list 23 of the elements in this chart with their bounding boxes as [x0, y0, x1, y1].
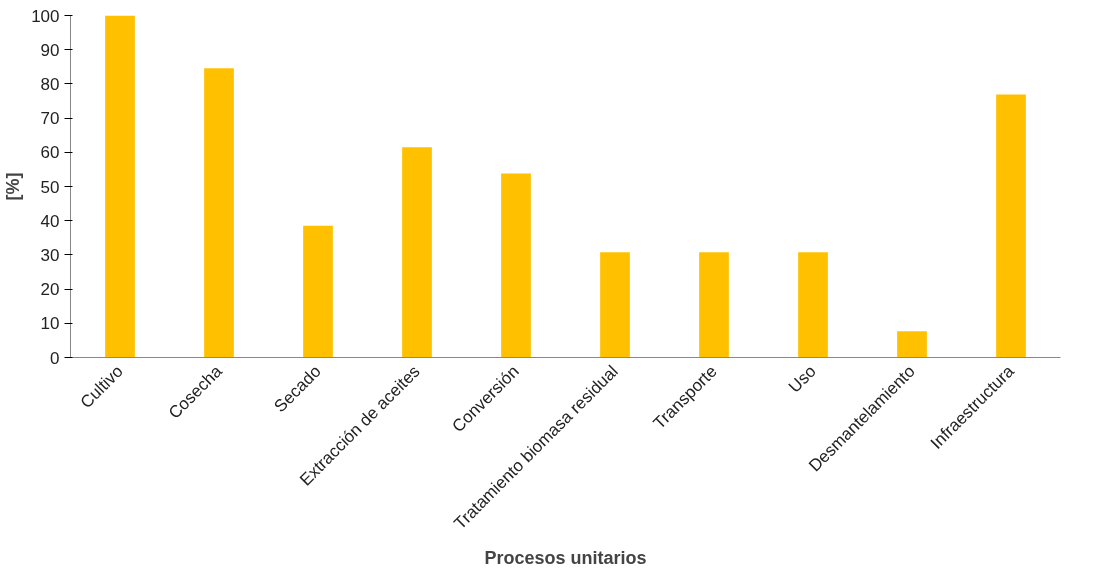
y-tick-label: 90 — [40, 40, 60, 60]
y-axis-title: [%] — [3, 172, 24, 201]
y-tick-label: 80 — [40, 74, 60, 94]
y-tick-label: 100 — [31, 6, 60, 26]
bar — [699, 252, 729, 358]
y-tick-label: 50 — [40, 177, 60, 197]
bar — [798, 252, 828, 358]
bar — [897, 331, 927, 358]
y-tick-label: 30 — [40, 245, 60, 265]
bar — [996, 94, 1026, 358]
y-tick-label: 60 — [40, 143, 60, 163]
bar — [402, 147, 432, 358]
y-tick-label: 10 — [40, 314, 60, 334]
y-tick-label: 40 — [40, 211, 60, 231]
bar — [600, 252, 630, 358]
bar — [204, 68, 234, 358]
bar — [501, 173, 531, 358]
y-tick-label: 20 — [40, 280, 60, 300]
bar — [303, 225, 333, 358]
x-axis-title: Procesos unitarios — [484, 547, 647, 568]
y-tick-label: 70 — [40, 109, 60, 129]
bar — [105, 15, 135, 358]
y-tick-label: 0 — [50, 348, 60, 368]
